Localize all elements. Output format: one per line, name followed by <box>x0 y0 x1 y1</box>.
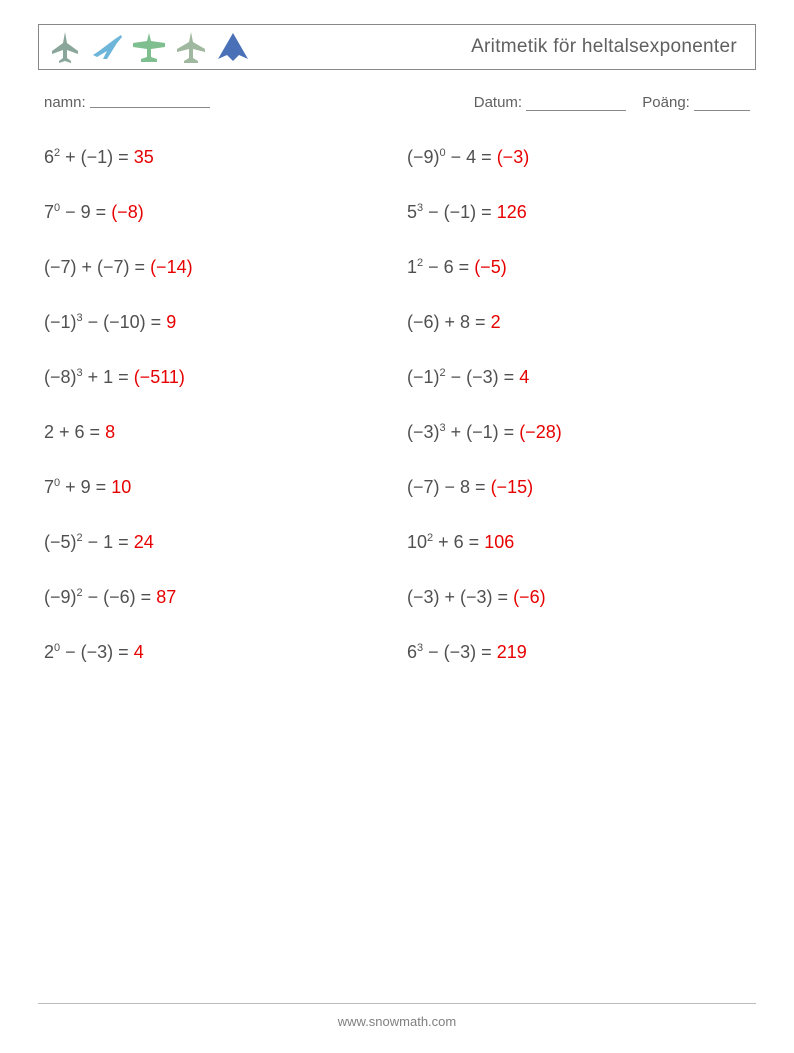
expr: 70 + 9 = <box>44 477 111 497</box>
answer: 8 <box>105 422 115 442</box>
header-box: Aritmetik för heltalsexponenter <box>38 24 756 70</box>
expr: 2 + 6 = <box>44 422 105 442</box>
answer: 24 <box>134 532 154 552</box>
expr: 53 − (−1) = <box>407 202 497 222</box>
expr: (−1)3 − (−10) = <box>44 312 166 332</box>
date-blank <box>526 97 626 111</box>
answer: (−511) <box>134 367 185 387</box>
expr: (−9)0 − 4 = <box>407 147 497 167</box>
problem: 12 − 6 = (−5) <box>407 257 750 278</box>
problem: (−9)2 − (−6) = 87 <box>44 587 387 608</box>
footer: www.snowmath.com <box>0 1003 794 1029</box>
answer: 219 <box>497 642 527 662</box>
problem: 70 − 9 = (−8) <box>44 202 387 223</box>
problem: 62 + (−1) = 35 <box>44 147 387 168</box>
problem: (−5)2 − 1 = 24 <box>44 532 387 553</box>
answer: 4 <box>519 367 529 387</box>
answer: (−3) <box>497 147 530 167</box>
problem: 70 + 9 = 10 <box>44 477 387 498</box>
answer: 35 <box>134 147 154 167</box>
answer: 2 <box>491 312 501 332</box>
problems-grid: 62 + (−1) = 35 (−9)0 − 4 = (−3) 70 − 9 = (… <box>38 147 756 663</box>
stealth-icon <box>215 29 251 65</box>
problem: 2 + 6 = 8 <box>44 422 387 443</box>
expr: (−8)3 + 1 = <box>44 367 134 387</box>
expr: 102 + 6 = <box>407 532 484 552</box>
expr: (−6) + 8 = <box>407 312 491 332</box>
name-blank <box>90 94 210 108</box>
problem: (−1)3 − (−10) = 9 <box>44 312 387 333</box>
meta-row: namn: Datum: Poäng: <box>44 94 750 111</box>
expr: (−3) + (−3) = <box>407 587 513 607</box>
expr: 70 − 9 = <box>44 202 111 222</box>
expr: (−1)2 − (−3) = <box>407 367 519 387</box>
answer: 10 <box>111 477 131 497</box>
answer: 126 <box>497 202 527 222</box>
answer: (−5) <box>474 257 507 277</box>
answer: 106 <box>484 532 514 552</box>
score-label: Poäng: <box>642 94 690 111</box>
answer: 4 <box>134 642 144 662</box>
airliner-icon <box>89 29 125 65</box>
answer: (−14) <box>150 257 193 277</box>
expr: 20 − (−3) = <box>44 642 134 662</box>
problem: (−7) + (−7) = (−14) <box>44 257 387 278</box>
score-blank <box>694 97 750 111</box>
problem: 63 − (−3) = 219 <box>407 642 750 663</box>
prop-plane-icon <box>173 29 209 65</box>
problem: 53 − (−1) = 126 <box>407 202 750 223</box>
biplane-icon <box>131 29 167 65</box>
answer: 87 <box>156 587 176 607</box>
expr: (−3)3 + (−1) = <box>407 422 519 442</box>
expr: (−7) − 8 = <box>407 477 491 497</box>
expr: 63 − (−3) = <box>407 642 497 662</box>
expr: 12 − 6 = <box>407 257 474 277</box>
expr: (−9)2 − (−6) = <box>44 587 156 607</box>
answer: 9 <box>166 312 176 332</box>
answer: (−28) <box>519 422 562 442</box>
expr: (−7) + (−7) = <box>44 257 150 277</box>
footer-url: www.snowmath.com <box>338 1014 456 1029</box>
problem: 20 − (−3) = 4 <box>44 642 387 663</box>
problem: (−7) − 8 = (−15) <box>407 477 750 498</box>
name-label: namn: <box>44 94 86 111</box>
answer: (−6) <box>513 587 546 607</box>
expr: 62 + (−1) = <box>44 147 134 167</box>
header-icons <box>47 29 251 65</box>
jet-icon <box>47 29 83 65</box>
date-label: Datum: <box>474 94 522 111</box>
answer: (−15) <box>491 477 534 497</box>
worksheet-title: Aritmetik för heltalsexponenter <box>471 36 737 58</box>
problem: (−8)3 + 1 = (−511) <box>44 367 387 388</box>
problem: (−6) + 8 = 2 <box>407 312 750 333</box>
problem: 102 + 6 = 106 <box>407 532 750 553</box>
problem: (−1)2 − (−3) = 4 <box>407 367 750 388</box>
answer: (−8) <box>111 202 144 222</box>
problem: (−3)3 + (−1) = (−28) <box>407 422 750 443</box>
problem: (−3) + (−3) = (−6) <box>407 587 750 608</box>
problem: (−9)0 − 4 = (−3) <box>407 147 750 168</box>
expr: (−5)2 − 1 = <box>44 532 134 552</box>
